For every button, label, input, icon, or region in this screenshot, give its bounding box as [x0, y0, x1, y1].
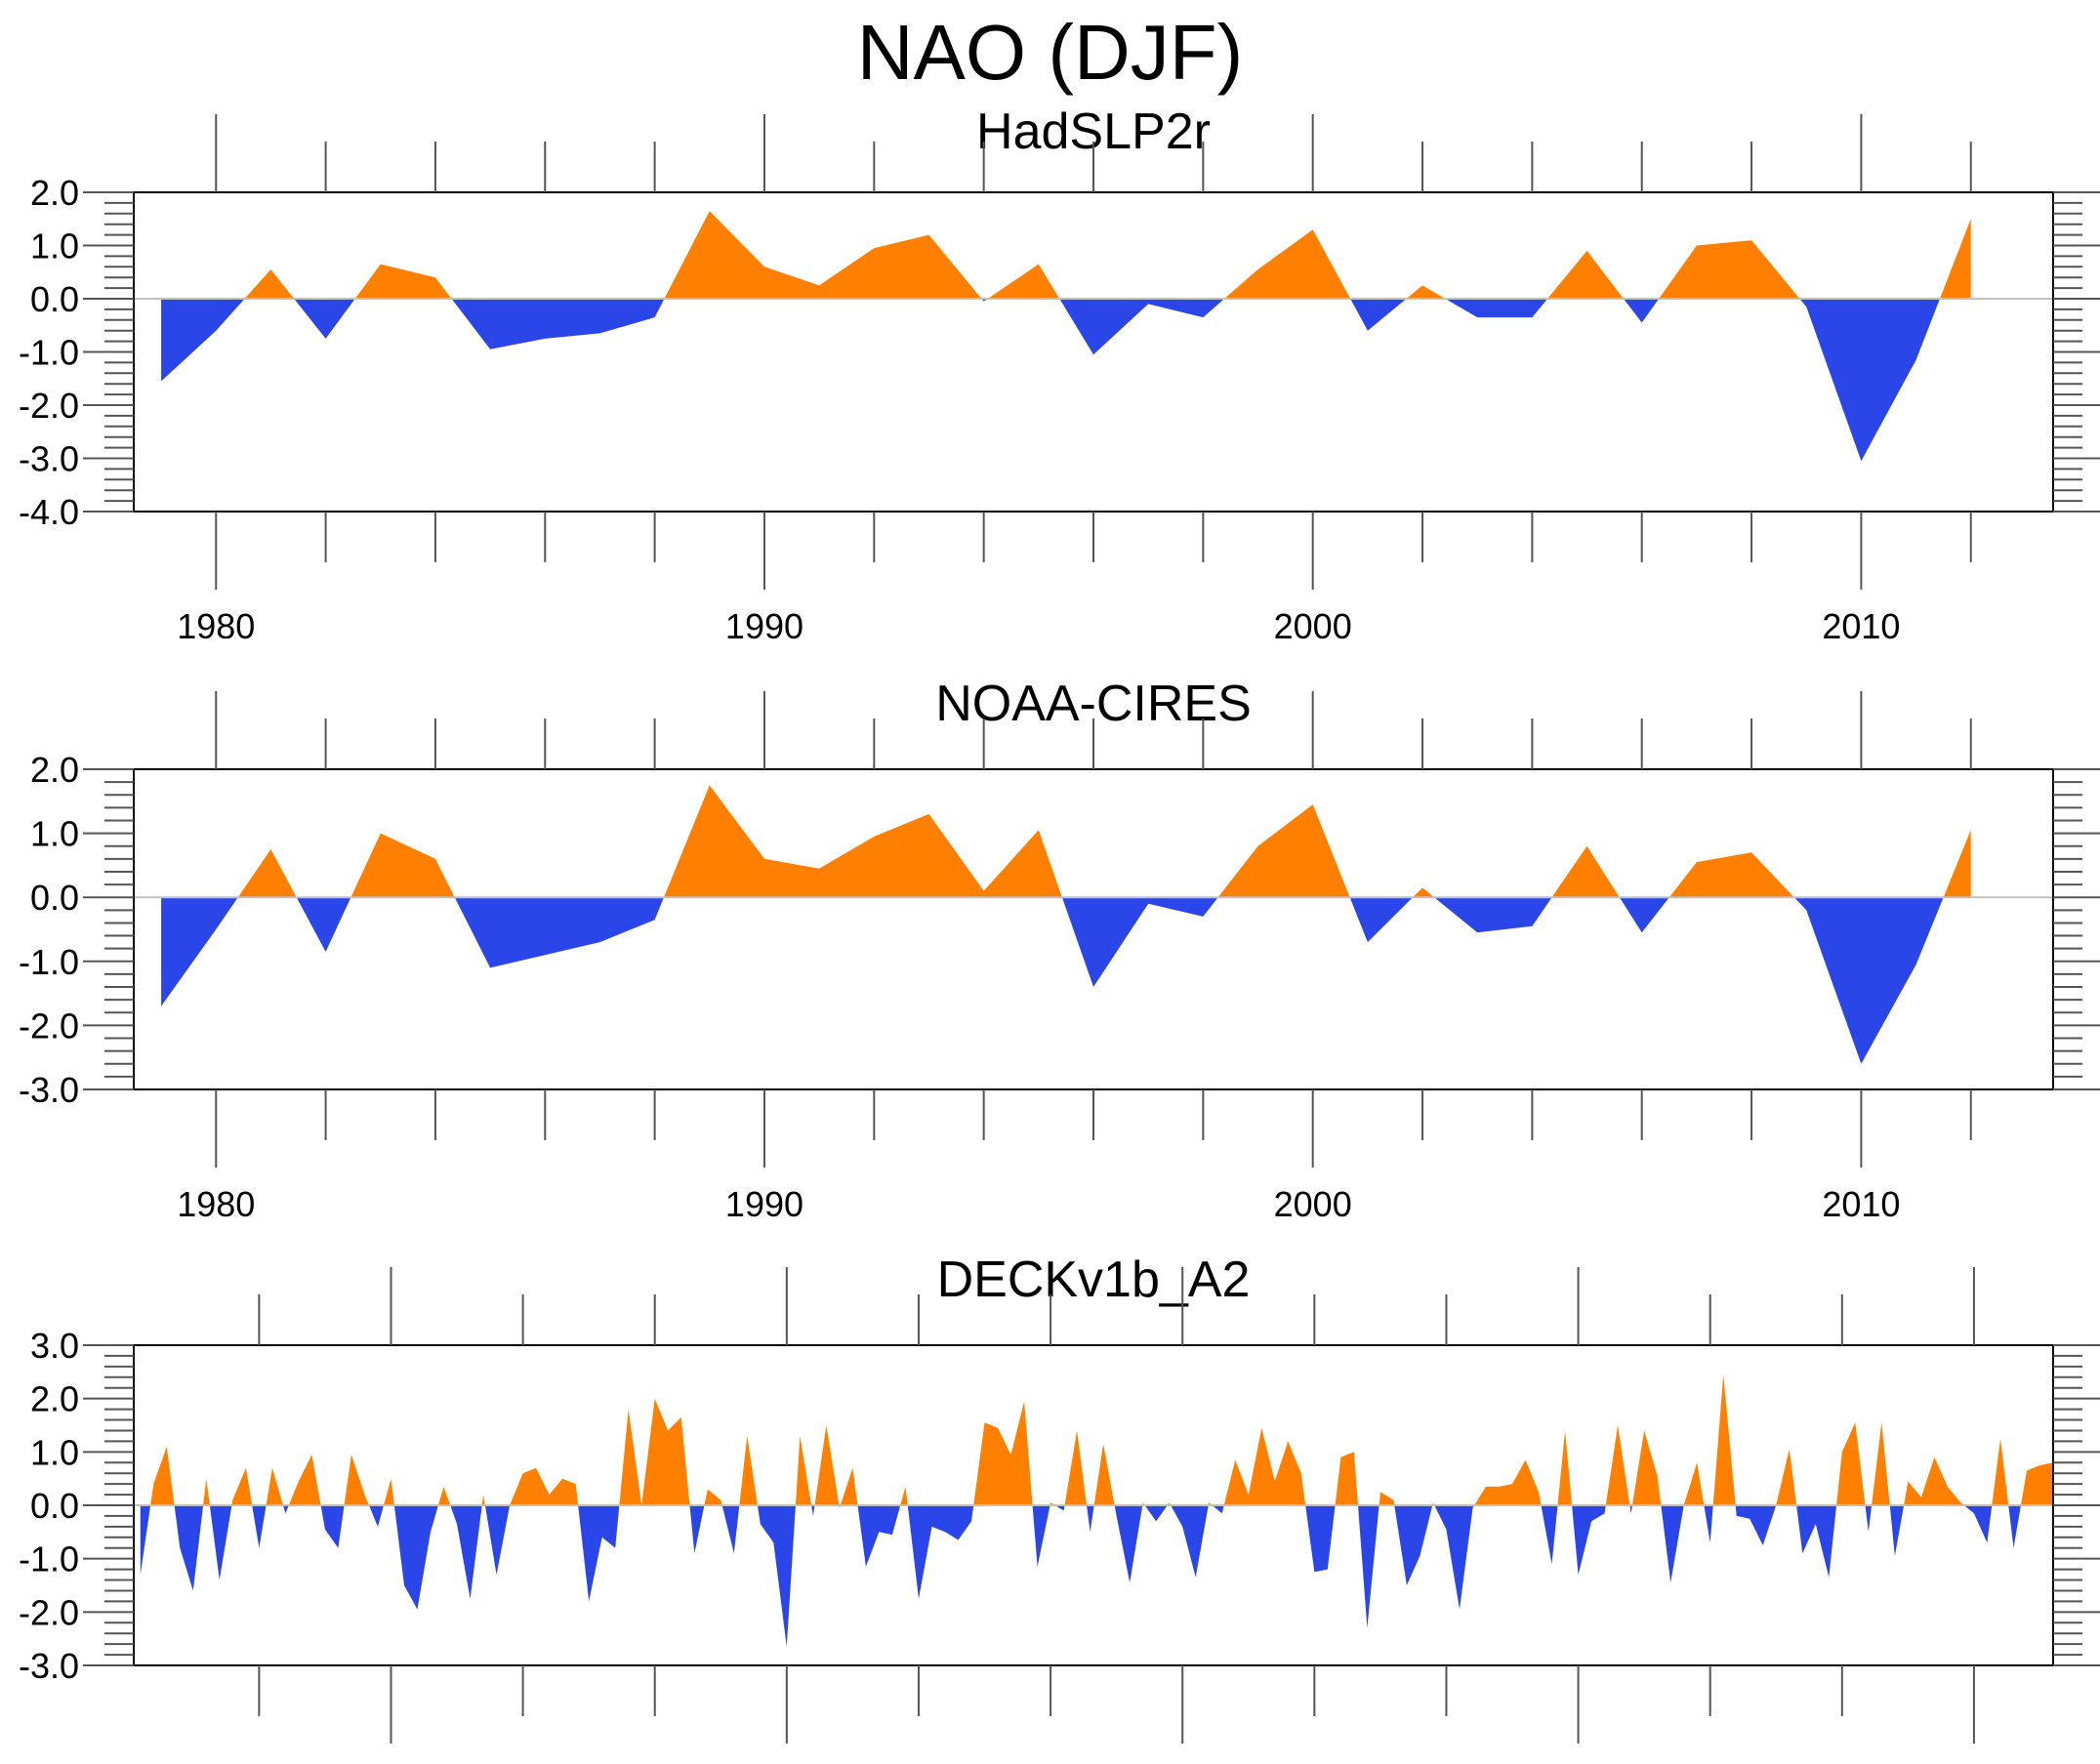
panel-2-y-tick-label: -3.0 [19, 1070, 79, 1110]
panel-2-y-tick-label: -1.0 [19, 942, 79, 982]
panel-3-y-tick-label: -1.0 [19, 1539, 79, 1579]
panel-2-x-tick-label: 1990 [725, 1184, 803, 1224]
panel-2-y-tick-label: 1.0 [30, 814, 79, 854]
panel-2-y-tick-label: -2.0 [19, 1005, 79, 1046]
panel-2-y-tick-label: 0.0 [30, 878, 79, 918]
panel-2-negative-area [161, 897, 1944, 1064]
panel-3-y-tick-label: 3.0 [30, 1326, 79, 1366]
panel-3-negative-area [140, 1505, 2053, 1647]
panel-1-negative-area [161, 299, 1971, 462]
panel-1-x-tick-label: 2000 [1274, 606, 1352, 646]
panel-3-x-tick-label: 1890 [351, 1760, 430, 1764]
panel-3-positive-area [140, 1374, 2053, 1505]
panel-2-positive-area [237, 785, 1971, 898]
panel-1-x-tick-label: 1990 [725, 606, 803, 646]
panel-3-y-tick-label: -3.0 [19, 1646, 79, 1686]
panel-1-y-tick-label: 2.0 [30, 173, 79, 213]
panel-1-y-tick-label: 1.0 [30, 226, 79, 267]
panel-1-x-tick-label: 1980 [177, 606, 255, 646]
panel-2-x-tick-label: 2000 [1274, 1184, 1352, 1224]
panel-3-title: DECKv1b_A2 [937, 1251, 1251, 1308]
panel-2-y-tick-label: 2.0 [30, 750, 79, 790]
panel-3-x-tick-label: 1920 [748, 1760, 826, 1764]
panel-3-x-tick-label: 2010 [1935, 1760, 2013, 1764]
panel-1-y-tick-label: 0.0 [30, 279, 79, 319]
panel-1-y-tick-label: -3.0 [19, 439, 79, 479]
panel-1-y-tick-label: -2.0 [19, 386, 79, 426]
panel-3-y-tick-label: -2.0 [19, 1592, 79, 1632]
panel-3-y-tick-label: 2.0 [30, 1379, 79, 1419]
panel-2-x-tick-label: 2010 [1822, 1184, 1900, 1224]
panel-3-y-tick-label: 1.0 [30, 1432, 79, 1472]
panel-2-x-tick-label: 1980 [177, 1184, 255, 1224]
panel-3-x-tick-label: 1950 [1143, 1760, 1221, 1764]
figure-title: NAO (DJF) [856, 9, 1244, 96]
panel-1-y-tick-label: -4.0 [19, 492, 79, 532]
panel-1-y-tick-label: -1.0 [19, 333, 79, 373]
panel-3-y-tick-label: 0.0 [30, 1486, 79, 1526]
panel-3-x-tick-label: 1980 [1540, 1760, 1618, 1764]
panel-1-positive-area [161, 211, 1971, 299]
panel-1-x-tick-label: 2010 [1822, 606, 1900, 646]
